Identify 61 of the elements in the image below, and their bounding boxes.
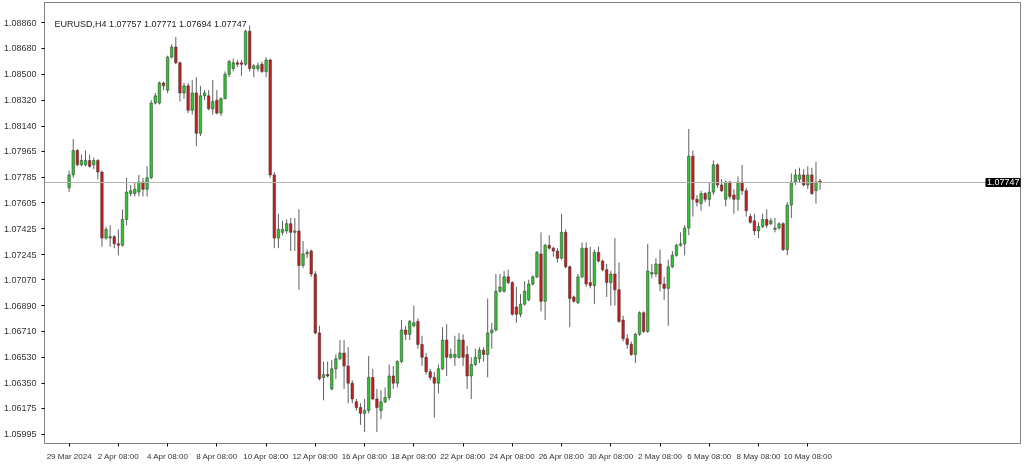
y-tick-label: 1.05995	[3, 429, 37, 440]
x-tick-label: 16 Apr 08:00	[341, 451, 388, 461]
candlestick	[588, 246, 592, 289]
x-tick-label: 24 Apr 08:00	[489, 451, 536, 461]
y-tick-label: 1.08500	[3, 69, 37, 80]
y-tick-label: 1.07965	[3, 146, 37, 157]
y-tick-label: 1.08140	[3, 121, 37, 132]
y-tick-label: 1.08320	[3, 95, 37, 106]
y-tick-label: 1.07785	[3, 172, 37, 183]
y-tick-label: 1.08860	[3, 17, 37, 28]
candlestick	[289, 217, 293, 252]
x-tick-label: 12 Apr 08:00	[292, 451, 339, 461]
candlestick	[806, 165, 810, 190]
x-tick-label: 2 Apr 08:00	[97, 451, 140, 461]
x-tick-label: 26 Apr 08:00	[538, 451, 585, 461]
candlestick	[486, 297, 490, 378]
candlestick	[141, 177, 145, 197]
candlestick	[724, 180, 728, 207]
candlestick	[699, 190, 703, 212]
x-tick-label: 8 Apr 08:00	[196, 451, 238, 461]
y-tick-label: 1.06890	[3, 300, 37, 311]
x-tick-label: 10 Apr 08:00	[243, 451, 290, 461]
candlestick	[211, 79, 215, 116]
y-tick-label: 1.07605	[3, 197, 37, 208]
candlestick	[453, 335, 457, 367]
x-tick-label: 2 May 08:00	[638, 451, 683, 461]
candlestick	[814, 161, 818, 205]
candlestick	[387, 363, 391, 401]
candlestick	[514, 286, 518, 324]
text: EURUSD,H4 1.07757 1.07771 1.07694 1.07747	[54, 18, 247, 29]
candlestick	[502, 270, 506, 294]
candlestick	[469, 356, 473, 400]
candlestick	[215, 89, 219, 116]
x-tick-label: 30 Apr 08:00	[587, 451, 634, 461]
x-tick-label: 6 May 08:00	[687, 451, 732, 461]
x-tick-label: 8 May 08:00	[736, 451, 782, 461]
x-tick-label: 18 Apr 08:00	[390, 451, 437, 461]
candlestick	[609, 270, 613, 307]
y-tick-label: 1.07070	[3, 274, 37, 285]
y-tick-label: 1.06530	[3, 352, 37, 363]
y-tick-label: 1.07425	[3, 223, 37, 234]
candlestick	[108, 224, 112, 248]
candlestick	[773, 217, 777, 233]
ref-line-label: 1.07747	[986, 177, 1020, 188]
y-tick-label: 1.06350	[3, 378, 37, 389]
candlestick	[715, 162, 720, 189]
candlestick	[666, 259, 670, 327]
y-tick-label: 1.07245	[3, 249, 37, 260]
candlestick	[432, 371, 436, 419]
candlestick	[445, 323, 449, 377]
y-tick-label: 1.06710	[3, 326, 37, 337]
x-tick-label: 4 Apr 08:00	[146, 451, 189, 461]
y-tick-label: 1.06175	[3, 403, 37, 414]
candlestick	[137, 174, 141, 197]
candlestick	[765, 208, 769, 229]
x-tick-label: 10 May 08:00	[783, 451, 833, 461]
candlestick	[342, 339, 346, 390]
x-tick-label: 22 Apr 08:00	[440, 451, 487, 461]
x-tick-label: 29 Mar 2024	[46, 451, 93, 461]
candlestick	[752, 213, 756, 236]
y-tick-label: 1.08680	[3, 43, 37, 54]
